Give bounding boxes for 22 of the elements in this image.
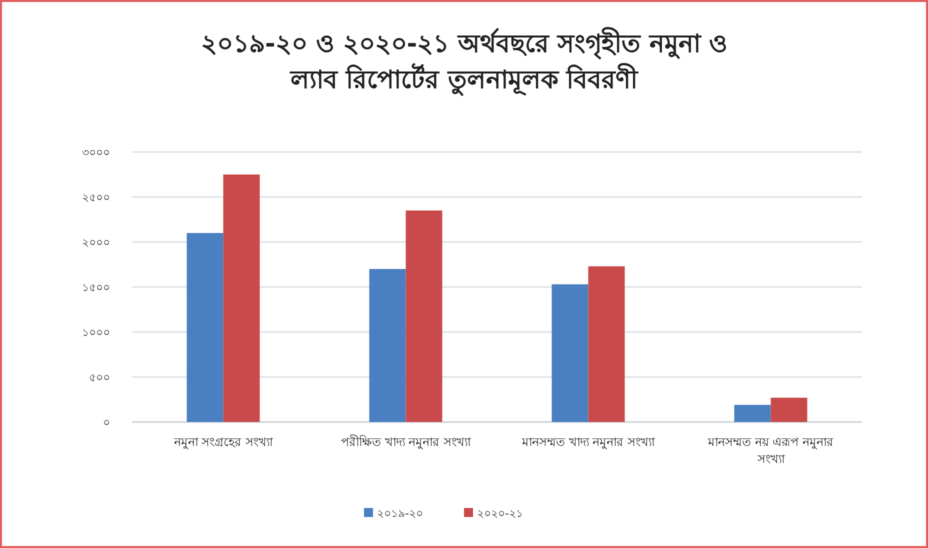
bar	[734, 404, 771, 422]
y-tick-label: ৫০০	[89, 371, 110, 384]
y-tick-label: ২৫০০	[82, 191, 110, 204]
x-tick-label: পরীক্ষিত খাদ্য নমুনার সংখ্যা	[341, 435, 472, 450]
legend-label: ২০২০-২১	[477, 507, 523, 520]
x-tick-label: মানসম্মত নয় এরূপ নমুনার সংখ্যা	[707, 435, 834, 466]
bar	[369, 269, 406, 422]
x-tick-label: মানসম্মত খাদ্য নমুনার সংখ্যা	[521, 435, 656, 450]
y-tick-label: ১৫০০	[82, 281, 110, 294]
y-tick-label: ১০০০	[82, 326, 110, 339]
bar	[223, 174, 260, 422]
x-tick-label: নমুনা সংগ্রহের সংখ্যা	[172, 435, 274, 450]
y-tick-label: ২০০০	[82, 236, 110, 249]
bar	[588, 266, 625, 422]
bar	[186, 233, 224, 422]
bar	[552, 284, 588, 422]
y-tick-label: ০	[103, 416, 110, 429]
legend-label: ২০১৯-২০	[377, 507, 423, 520]
bar	[770, 398, 808, 422]
bar	[406, 210, 442, 422]
chart-title: ২০১৯-২০ ও ২০২০-২১ অর্থবছরে সংগৃহীত নমুনা ও ল্যাব রিপোর্টের তুলনামূলক বিবরণী	[201, 27, 727, 97]
y-tick-label: ৩০০০	[82, 146, 110, 159]
